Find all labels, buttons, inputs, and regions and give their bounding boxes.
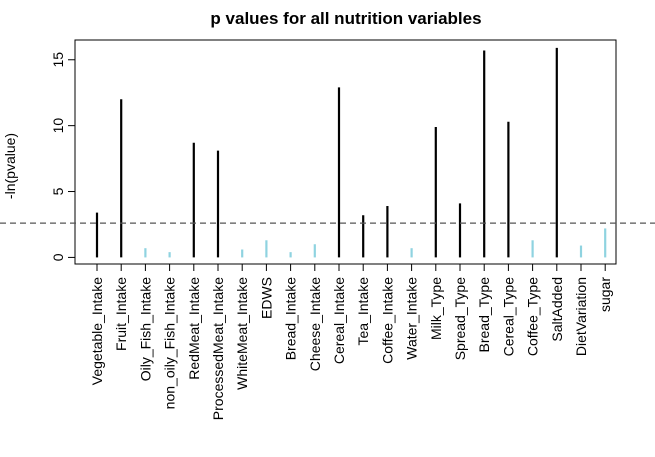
x-tick-label: Coffee_Type xyxy=(525,277,541,356)
x-tick-label: SaltAdded xyxy=(549,277,565,342)
x-tick-label: DietVariation xyxy=(573,277,589,356)
x-tick-label: non_oily_Fish_Intake xyxy=(162,277,178,410)
y-tick-label: 15 xyxy=(50,52,66,68)
y-ticks: 0 5 10 15 xyxy=(50,52,75,261)
x-tick-label: Water_Intake xyxy=(404,277,420,360)
x-tick-label: Oily_Fish_Intake xyxy=(137,277,153,381)
x-tick-label: Bread_Type xyxy=(476,277,492,353)
x-tick-label: Tea_Intake xyxy=(355,277,371,346)
plot-box xyxy=(74,39,617,265)
x-tick-label: Milk_Type xyxy=(428,277,444,340)
x-tick-label: EDWS xyxy=(258,277,274,319)
bars xyxy=(95,47,607,258)
chart-title: p values for all nutrition variables xyxy=(210,9,481,28)
x-tick-label: Cheese_Intake xyxy=(307,277,323,371)
y-tick-label: 0 xyxy=(50,253,66,261)
x-ticks: Vegetable_Intake Fruit_Intake Oily_Fish_In… xyxy=(89,263,613,420)
x-tick-label: Vegetable_Intake xyxy=(89,277,105,385)
x-tick-label: Cereal_Type xyxy=(500,277,516,357)
x-tick-label: Fruit_Intake xyxy=(113,277,129,351)
y-axis-label: -ln(pvalue) xyxy=(2,133,18,199)
y-tick-label: 10 xyxy=(50,118,66,134)
x-tick-label: sugar xyxy=(597,277,613,312)
x-tick-label: Cereal_Intake xyxy=(331,277,347,364)
x-tick-label: Spread_Type xyxy=(452,277,468,360)
x-tick-label: RedMeat_Intake xyxy=(186,277,202,380)
y-tick-label: 5 xyxy=(50,187,66,195)
x-tick-label: WhiteMeat_Intake xyxy=(234,277,250,390)
x-tick-label: Bread_Intake xyxy=(283,277,299,360)
x-tick-label: Coffee_Intake xyxy=(379,277,395,364)
x-tick-label: ProcessedMeat_Intake xyxy=(210,277,226,420)
